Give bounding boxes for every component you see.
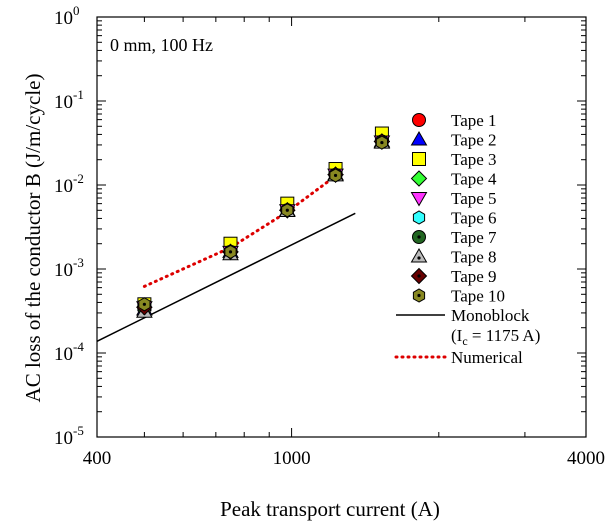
data-point bbox=[375, 135, 388, 150]
marker-shape bbox=[412, 152, 426, 166]
monoblock-line bbox=[96, 212, 356, 342]
marker-dot bbox=[417, 256, 421, 260]
marker-dot bbox=[333, 173, 338, 178]
legend-marker bbox=[412, 230, 426, 244]
marker-shape bbox=[412, 113, 426, 127]
legend-marker bbox=[412, 210, 426, 225]
legend-label-sub: (Ic = 1175 A) bbox=[451, 326, 540, 348]
legend-label: Tape 4 bbox=[451, 170, 497, 189]
annotation-label: 0 mm, 100 Hz bbox=[110, 35, 213, 55]
legend-label: Monoblock bbox=[451, 306, 530, 325]
marker-dot bbox=[380, 140, 384, 145]
marker-dot bbox=[228, 250, 233, 254]
legend-marker bbox=[410, 130, 428, 146]
data-point bbox=[224, 244, 237, 259]
legend-label: Tape 7 bbox=[451, 228, 497, 247]
marker-shape bbox=[410, 170, 428, 187]
marker-dot bbox=[285, 208, 289, 212]
marker-dot bbox=[142, 302, 146, 306]
legend-label: Tape 2 bbox=[451, 131, 497, 150]
legend-marker bbox=[412, 288, 426, 303]
legend-marker bbox=[410, 192, 428, 207]
x-tick-label: 400 bbox=[83, 448, 112, 469]
data-point bbox=[138, 297, 151, 312]
legend-label: Numerical bbox=[451, 348, 523, 367]
y-tick-label: 10-1 bbox=[54, 87, 84, 113]
tick-labels: 400 1000 4000 10-5 10-4 10-3 10-2 10-1 100 bbox=[54, 3, 605, 469]
legend-marker bbox=[410, 247, 428, 263]
y-tick-label: 10-5 bbox=[54, 423, 84, 449]
data-point bbox=[329, 168, 342, 183]
marker-dot bbox=[417, 235, 421, 239]
fit-lines bbox=[96, 174, 356, 342]
numerical-line bbox=[142, 174, 338, 288]
legend-label: Tape 9 bbox=[451, 267, 497, 286]
data-point bbox=[281, 203, 294, 218]
marker-shape bbox=[410, 247, 428, 263]
marker-dot bbox=[417, 293, 421, 298]
legend-label: Tape 5 bbox=[451, 189, 497, 208]
y-tick-label: 100 bbox=[54, 3, 80, 29]
plot-border bbox=[96, 16, 587, 438]
legend-marker bbox=[410, 170, 428, 187]
marker-shape bbox=[410, 130, 428, 146]
data-markers bbox=[136, 126, 391, 318]
y-tick-label: 10-4 bbox=[54, 339, 84, 365]
axis-ticks bbox=[96, 16, 587, 438]
legend-label: Tape 8 bbox=[451, 248, 497, 267]
x-axis-label: Peak transport current (A) bbox=[220, 497, 440, 521]
legend-marker bbox=[410, 267, 428, 285]
marker-shape bbox=[412, 210, 426, 225]
plot-frame bbox=[96, 16, 587, 438]
legend-label: Tape 1 bbox=[451, 111, 497, 130]
marker-dot bbox=[417, 274, 421, 278]
x-tick-label: 4000 bbox=[567, 448, 605, 469]
legend-marker bbox=[412, 152, 426, 166]
y-tick-label: 10-2 bbox=[54, 171, 84, 197]
y-axis-label: AC loss of the conductor B (J/m/cycle) bbox=[21, 74, 45, 403]
y-tick-label: 10-3 bbox=[54, 255, 84, 281]
legend-label: Tape 3 bbox=[451, 150, 497, 169]
marker-shape bbox=[410, 192, 428, 207]
x-tick-label: 1000 bbox=[273, 448, 311, 469]
legend-marker bbox=[412, 113, 426, 127]
legend-label: Tape 10 bbox=[451, 287, 505, 306]
legend-label: Tape 6 bbox=[451, 209, 497, 228]
